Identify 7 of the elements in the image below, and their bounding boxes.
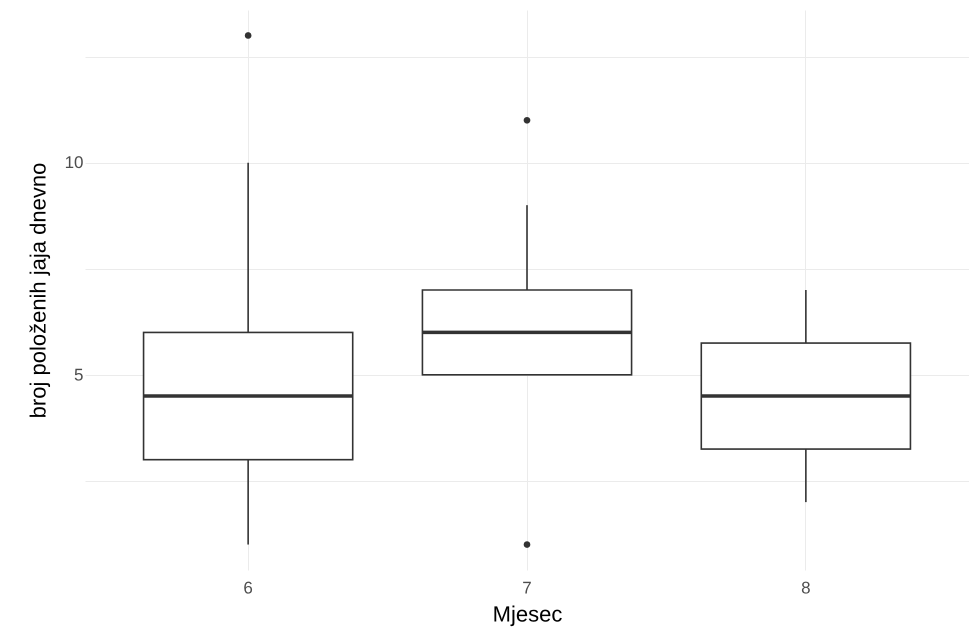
x-tick-label: 7 — [522, 578, 532, 598]
y-tick-label: 5 — [74, 365, 84, 384]
x-axis-title: Mjesec — [492, 602, 562, 626]
x-tick-label: 8 — [801, 578, 811, 598]
y-axis-title: broj položenih jaja dnevno — [26, 162, 51, 418]
x-tick-label: 6 — [243, 578, 253, 598]
y-tick-label: 10 — [64, 153, 84, 172]
